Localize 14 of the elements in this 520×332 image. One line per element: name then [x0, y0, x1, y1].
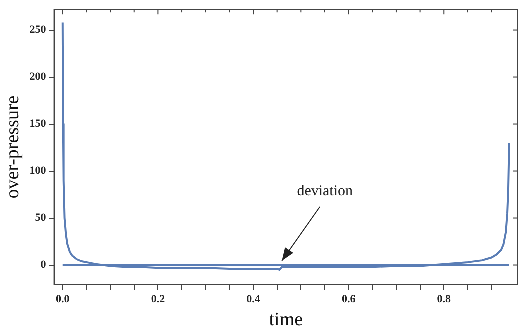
x-tick-label: 0.8 — [437, 293, 452, 306]
y-tick-label: 150 — [30, 118, 47, 130]
y-tick-label: 200 — [30, 71, 47, 84]
y-tick-label: 0 — [40, 259, 47, 272]
x-axis-title: time — [269, 310, 304, 331]
annotation: deviation — [297, 183, 354, 200]
y-tick-label: 250 — [30, 24, 47, 36]
x-tick-label: 0.2 — [151, 293, 166, 306]
y-axis-title: over-pressure — [2, 96, 24, 199]
x-tick-label: 0.6 — [342, 293, 356, 306]
x-tick-label: 0.4 — [246, 293, 261, 306]
y-tick-label: 50 — [35, 212, 47, 224]
y-tick-label: 100 — [30, 165, 47, 178]
x-tick-label: 0.0 — [56, 293, 70, 306]
